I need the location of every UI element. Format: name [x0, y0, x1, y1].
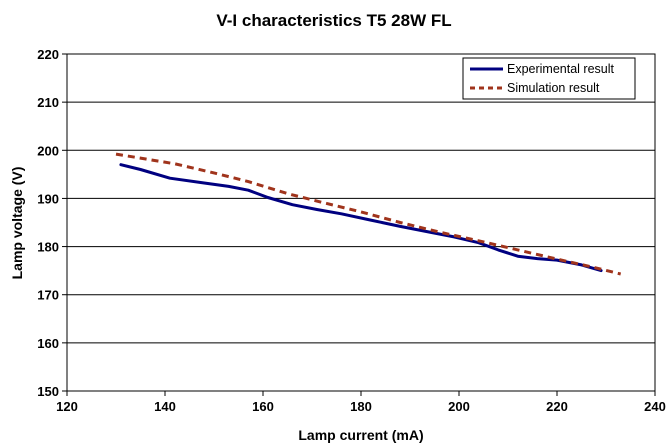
plot-area-border: [66, 53, 656, 392]
y-tick-label: 150: [37, 384, 59, 399]
y-tick-label: 170: [37, 288, 59, 303]
legend: Experimental result Simulation result: [462, 57, 636, 100]
x-tick-label: 220: [546, 399, 568, 414]
legend-label-simulation: Simulation result: [507, 81, 600, 95]
x-tick-label: 200: [448, 399, 470, 414]
series-group: [115, 152, 622, 276]
y-tick-label: 160: [37, 336, 59, 351]
series-line-experimental: [119, 163, 603, 273]
legend-box: [462, 57, 636, 100]
y-tick-label: 200: [37, 143, 59, 158]
y-tick-label: 210: [37, 95, 59, 110]
gridlines: [67, 101, 655, 344]
legend-label-experimental: Experimental result: [507, 62, 615, 76]
y-axis-label: Lamp voltage (V): [9, 167, 25, 280]
x-tick-label: 140: [154, 399, 176, 414]
series-line-simulation: [115, 152, 622, 276]
x-tick-label: 180: [350, 399, 372, 414]
chart-title: V-I characteristics T5 28W FL: [216, 11, 451, 30]
x-tick-label: 240: [644, 399, 666, 414]
y-tick-label: 180: [37, 240, 59, 255]
axis-ticks: 150 160 170 180 190 200 210 220 120 140 160 180 200 2…: [37, 47, 666, 414]
x-axis-label: Lamp current (mA): [298, 427, 423, 443]
x-tick-label: 120: [56, 399, 78, 414]
x-tick-label: 160: [252, 399, 274, 414]
y-tick-label: 220: [37, 47, 59, 62]
y-tick-label: 190: [37, 191, 59, 206]
